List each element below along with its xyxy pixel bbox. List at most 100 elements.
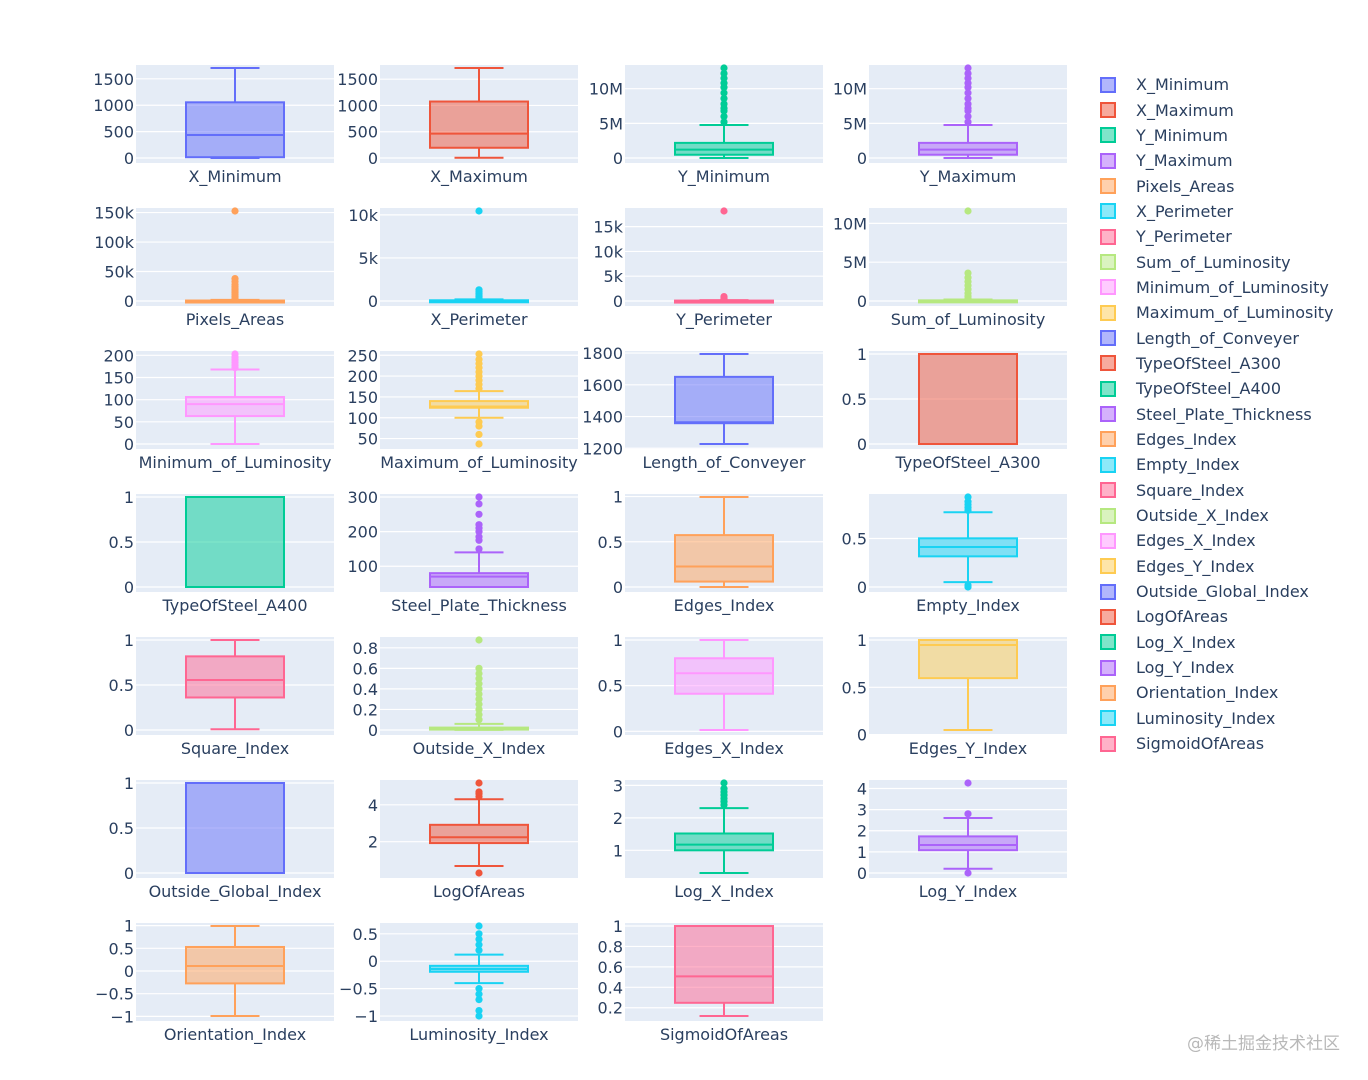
legend-item[interactable]: Maximum_of_Luminosity bbox=[1100, 300, 1334, 325]
legend-swatch bbox=[1100, 431, 1116, 448]
tick-label: 100 bbox=[347, 557, 378, 576]
category-label: Empty_Index bbox=[916, 596, 1020, 616]
tick-label: 0 bbox=[368, 952, 378, 971]
category-label: Outside_X_Index bbox=[413, 739, 546, 759]
category-label: TypeOfSteel_A400 bbox=[161, 596, 307, 616]
legend-label: Y_Perimeter bbox=[1136, 227, 1232, 247]
subplot-Y_Perimeter: 0 5k 10k 15k Y_Perimeter bbox=[593, 207, 823, 330]
legend-swatch bbox=[1100, 304, 1116, 321]
tick-label: 0 bbox=[368, 149, 378, 168]
legend-item[interactable]: LogOfAreas bbox=[1100, 604, 1334, 629]
tick-label: 0 bbox=[124, 578, 134, 597]
box bbox=[674, 657, 774, 695]
legend-item[interactable]: Log_Y_Index bbox=[1100, 655, 1334, 680]
legend-label: Outside_Global_Index bbox=[1136, 582, 1309, 602]
legend-item[interactable]: Y_Maximum bbox=[1100, 148, 1334, 173]
subplot-X_Perimeter: 0 5k 10k X_Perimeter bbox=[348, 206, 578, 330]
box bbox=[918, 353, 1018, 445]
legend-item[interactable]: Sum_of_Luminosity bbox=[1100, 249, 1334, 274]
legend-item[interactable]: Edges_Y_Index bbox=[1100, 554, 1334, 579]
legend-label: Length_of_Conveyer bbox=[1136, 328, 1299, 348]
legend-item[interactable]: TypeOfSteel_A400 bbox=[1100, 376, 1334, 401]
legend-item[interactable]: Pixels_Areas bbox=[1100, 173, 1334, 198]
tick-label: 0 bbox=[857, 864, 867, 883]
tick-label: 150 bbox=[103, 368, 134, 387]
legend-swatch bbox=[1100, 735, 1116, 752]
legend-label: X_Perimeter bbox=[1136, 201, 1234, 221]
box bbox=[429, 823, 529, 845]
legend-label: Sum_of_Luminosity bbox=[1136, 252, 1291, 272]
legend-item[interactable]: Y_Minimum bbox=[1100, 123, 1334, 148]
outlier-point bbox=[964, 64, 972, 72]
category-label: SigmoidOfAreas bbox=[660, 1025, 788, 1044]
legend-item[interactable]: X_Minimum bbox=[1100, 72, 1334, 97]
outlier-point bbox=[475, 355, 483, 364]
tick-label: 5M bbox=[843, 253, 867, 272]
subplot-Edges_Y_Index: 0 0.5 1 Edges_Y_Index bbox=[842, 631, 1067, 759]
outlier-point bbox=[475, 521, 483, 529]
legend-item[interactable]: Edges_Index bbox=[1100, 427, 1334, 452]
outlier-point bbox=[475, 990, 483, 998]
tick-label: 15k bbox=[593, 218, 623, 237]
subplot-Y_Minimum: 0 5M 10M Y_Minimum bbox=[589, 64, 823, 187]
outlier-point bbox=[475, 690, 483, 698]
legend-item[interactable]: Minimum_of_Luminosity bbox=[1100, 275, 1334, 300]
tick-label: 100 bbox=[103, 391, 134, 410]
subplot-Empty_Index: 0 0.5 Empty_Index bbox=[842, 493, 1067, 616]
legend-item[interactable]: Orientation_Index bbox=[1100, 680, 1334, 705]
legend-item[interactable]: Edges_X_Index bbox=[1100, 528, 1334, 553]
legend-item[interactable]: X_Maximum bbox=[1100, 97, 1334, 122]
box bbox=[674, 925, 774, 1004]
legend-label: Log_Y_Index bbox=[1136, 658, 1235, 678]
legend-swatch bbox=[1100, 178, 1116, 195]
legend-item[interactable]: Y_Perimeter bbox=[1100, 224, 1334, 249]
tick-label: 1800 bbox=[582, 344, 623, 363]
subplot-TypeOfSteel_A400: 0 0.5 1 TypeOfSteel_A400 bbox=[109, 488, 334, 616]
outlier-point bbox=[475, 430, 483, 439]
tick-label: 50 bbox=[114, 413, 134, 432]
tick-label: 1400 bbox=[582, 408, 623, 427]
category-label: X_Minimum bbox=[188, 167, 281, 187]
outlier-point bbox=[720, 785, 728, 793]
legend-item[interactable]: TypeOfSteel_A300 bbox=[1100, 351, 1334, 376]
box bbox=[185, 396, 285, 418]
legend-item[interactable]: Luminosity_Index bbox=[1100, 706, 1334, 731]
box bbox=[185, 782, 285, 874]
tick-label: 0 bbox=[613, 722, 623, 741]
legend-item[interactable]: X_Perimeter bbox=[1100, 199, 1334, 224]
tick-label: 1 bbox=[124, 488, 134, 507]
legend-item[interactable]: Outside_Global_Index bbox=[1100, 579, 1334, 604]
legend-item[interactable]: Outside_X_Index bbox=[1100, 503, 1334, 528]
legend-swatch bbox=[1100, 507, 1116, 524]
legend-item[interactable]: SigmoidOfAreas bbox=[1100, 731, 1334, 756]
outlier-point bbox=[231, 350, 239, 358]
legend-item[interactable]: Steel_Plate_Thickness bbox=[1100, 401, 1334, 426]
legend-item[interactable]: Log_X_Index bbox=[1100, 630, 1334, 655]
legend-swatch bbox=[1100, 355, 1116, 372]
legend-item[interactable]: Empty_Index bbox=[1100, 452, 1334, 477]
tick-label: 0.4 bbox=[353, 680, 378, 699]
legend-item[interactable]: Square_Index bbox=[1100, 478, 1334, 503]
outlier-point bbox=[475, 779, 483, 787]
tick-label: 0.5 bbox=[842, 678, 867, 697]
tick-label: 1500 bbox=[93, 70, 134, 89]
box bbox=[185, 101, 285, 159]
subplot-Minimum_of_Luminosity: 0 50 100 150 200 Minimum_of_Luminosity bbox=[103, 346, 334, 473]
outlier-point bbox=[720, 118, 728, 126]
category-label: Y_Minimum bbox=[677, 167, 770, 187]
outlier-point bbox=[720, 64, 728, 72]
tick-label: −0.5 bbox=[95, 985, 134, 1004]
subplot-Log_X_Index: 1 2 3 Log_X_Index bbox=[613, 776, 823, 902]
tick-label: 0.5 bbox=[598, 533, 623, 552]
tick-label: 0 bbox=[368, 292, 378, 311]
legend-swatch bbox=[1100, 659, 1116, 676]
legend-label: Square_Index bbox=[1136, 480, 1245, 500]
tick-label: 5k bbox=[359, 249, 379, 268]
outlier-point bbox=[231, 274, 239, 283]
tick-label: 10k bbox=[593, 242, 623, 261]
outlier-point bbox=[964, 94, 972, 103]
outlier-point bbox=[720, 292, 728, 301]
legend-item[interactable]: Length_of_Conveyer bbox=[1100, 325, 1334, 350]
category-label: Square_Index bbox=[181, 739, 289, 759]
outlier-point bbox=[475, 493, 483, 501]
